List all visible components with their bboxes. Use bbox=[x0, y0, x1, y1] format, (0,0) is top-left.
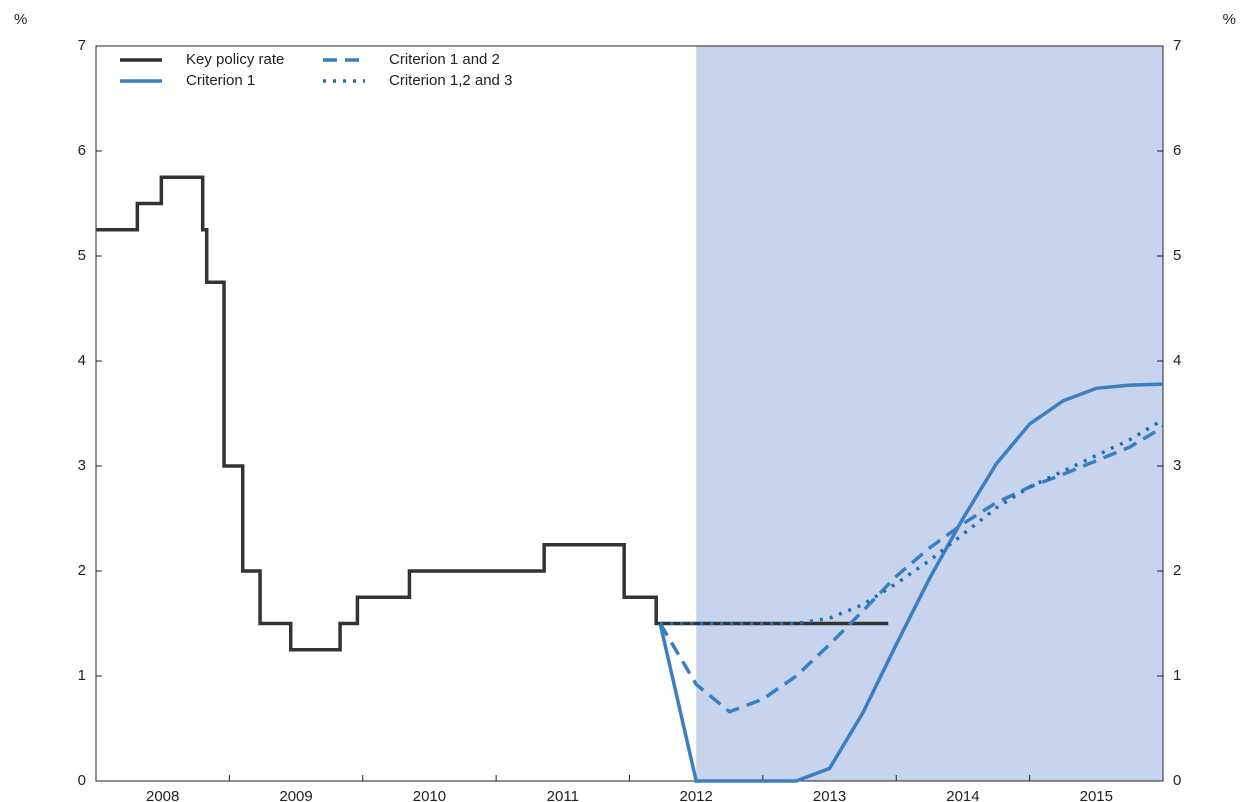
y2-tick-label: 4 bbox=[1173, 352, 1181, 369]
series-line bbox=[658, 382, 1164, 783]
x-tick-label: 2008 bbox=[146, 788, 179, 802]
legend-label: Key policy rate bbox=[186, 51, 284, 68]
y-tick-label: 2 bbox=[78, 562, 86, 579]
x-tick-label: 2014 bbox=[946, 788, 979, 802]
x-tick-label: 2011 bbox=[547, 788, 579, 802]
legend-label: Criterion 1 and 2 bbox=[389, 51, 500, 68]
legend-label: Criterion 1,2 and 3 bbox=[389, 72, 512, 89]
x-tick-label: 2009 bbox=[279, 788, 312, 802]
x-tick-label: 2010 bbox=[413, 788, 446, 802]
y2-tick-label: 5 bbox=[1173, 247, 1181, 264]
y2-tick-label: 6 bbox=[1173, 142, 1181, 159]
legend-label: Criterion 1 bbox=[186, 72, 255, 89]
y-tick-label: 1 bbox=[78, 667, 86, 684]
y-tick-label: 3 bbox=[78, 457, 86, 474]
x-tick-label: 2015 bbox=[1080, 788, 1113, 802]
y2-tick-label: 1 bbox=[1173, 667, 1181, 684]
y-tick-label: 7 bbox=[78, 37, 86, 54]
y-tick-label: 5 bbox=[78, 247, 86, 264]
y-tick-label: 0 bbox=[78, 772, 86, 789]
y-tick-label: 4 bbox=[78, 352, 86, 369]
y2-tick-label: 2 bbox=[1173, 562, 1181, 579]
y-tick-label: 6 bbox=[78, 142, 86, 159]
series-line bbox=[658, 425, 1164, 714]
y2-tick-label: 3 bbox=[1173, 457, 1181, 474]
y2-axis-label: % bbox=[1223, 11, 1236, 28]
y-axis-label: % bbox=[14, 11, 27, 28]
y2-tick-label: 0 bbox=[1173, 772, 1181, 789]
x-tick-label: 2012 bbox=[680, 788, 713, 802]
y2-tick-label: 7 bbox=[1173, 37, 1181, 54]
forecast-shade bbox=[696, 46, 1163, 781]
x-tick-label: 2013 bbox=[813, 788, 846, 802]
series-line bbox=[96, 175, 889, 652]
